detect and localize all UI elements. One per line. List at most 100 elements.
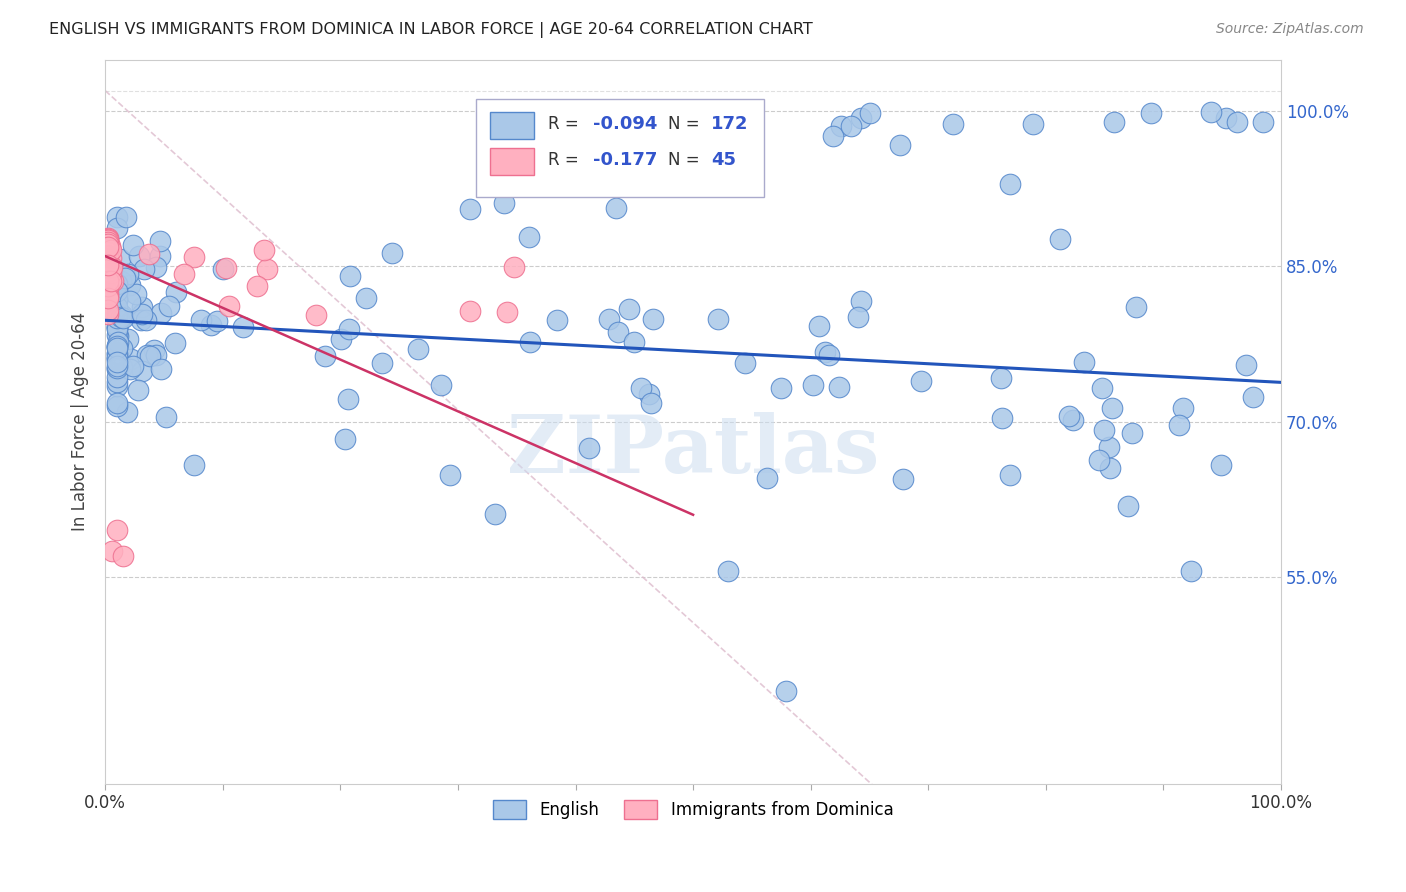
Point	[105, 291, 128, 305]
Point	[734, 356, 756, 370]
Point	[135, 312, 157, 326]
Point	[118, 277, 141, 292]
Point	[1098, 440, 1121, 454]
Point	[105, 301, 128, 315]
Point	[131, 363, 153, 377]
Point	[125, 286, 148, 301]
Point	[105, 347, 128, 361]
Point	[253, 243, 276, 257]
Text: ENGLISH VS IMMIGRANTS FROM DOMINICA IN LABOR FORCE | AGE 20-64 CORRELATION CHART: ENGLISH VS IMMIGRANTS FROM DOMINICA IN L…	[49, 22, 813, 38]
Point	[173, 267, 195, 281]
Point	[97, 233, 120, 247]
Text: R =: R =	[548, 115, 579, 133]
Text: 172: 172	[710, 115, 748, 133]
Point	[1180, 565, 1202, 579]
Legend: English, Immigrants from Dominica: English, Immigrants from Dominica	[486, 794, 900, 826]
Point	[1092, 423, 1115, 437]
Point	[105, 379, 128, 393]
Point	[337, 392, 360, 406]
Point	[1101, 401, 1123, 416]
Bar	[489, 112, 534, 139]
Point	[97, 236, 120, 251]
Point	[105, 340, 128, 354]
Point	[941, 117, 963, 131]
Point	[111, 549, 134, 563]
Text: Source: ZipAtlas.com: Source: ZipAtlas.com	[1216, 22, 1364, 37]
Point	[105, 293, 128, 308]
Point	[105, 361, 128, 376]
Point	[839, 119, 862, 133]
Point	[108, 313, 131, 327]
Point	[101, 544, 124, 558]
Point	[155, 409, 177, 424]
Point	[100, 274, 122, 288]
Point	[97, 232, 120, 246]
Point	[149, 362, 172, 376]
Point	[1226, 115, 1249, 129]
Point	[97, 240, 120, 254]
Point	[849, 294, 872, 309]
Point	[97, 274, 120, 288]
Point	[1091, 381, 1114, 395]
Point	[337, 322, 360, 336]
Point	[1116, 499, 1139, 513]
Point	[105, 359, 128, 373]
Point	[145, 348, 167, 362]
Point	[617, 302, 640, 317]
Point	[1062, 412, 1084, 426]
Point	[1234, 358, 1257, 372]
Point	[149, 249, 172, 263]
Point	[165, 285, 187, 300]
Point	[830, 120, 852, 134]
Point	[97, 285, 120, 300]
Point	[212, 262, 235, 277]
Point	[1140, 106, 1163, 120]
Point	[218, 299, 240, 313]
Point	[458, 202, 481, 217]
Point	[105, 328, 128, 343]
Point	[1199, 105, 1222, 120]
Point	[129, 312, 152, 326]
Point	[381, 245, 404, 260]
Point	[105, 376, 128, 390]
Point	[214, 260, 236, 275]
Point	[1251, 114, 1274, 128]
Point	[640, 395, 662, 409]
Point	[190, 313, 212, 327]
Point	[607, 325, 630, 339]
Point	[111, 341, 134, 355]
Point	[801, 377, 824, 392]
Text: N =: N =	[668, 152, 700, 169]
Point	[1000, 468, 1022, 483]
Point	[256, 262, 278, 277]
Point	[149, 234, 172, 248]
Point	[100, 252, 122, 266]
Point	[1241, 390, 1264, 404]
Point	[333, 432, 356, 446]
Point	[1209, 458, 1232, 473]
Point	[138, 247, 160, 261]
Point	[859, 106, 882, 120]
Point	[495, 305, 517, 319]
Point	[105, 523, 128, 537]
Point	[111, 311, 134, 326]
Point	[406, 342, 429, 356]
Point	[131, 307, 153, 321]
Point	[105, 289, 128, 303]
Point	[108, 252, 131, 266]
Point	[546, 313, 568, 327]
Point	[105, 306, 128, 320]
Point	[502, 260, 524, 275]
Point	[100, 238, 122, 252]
Point	[97, 244, 120, 259]
Point	[105, 293, 128, 307]
Point	[775, 683, 797, 698]
Point	[105, 352, 128, 367]
Point	[183, 458, 205, 473]
Point	[623, 334, 645, 349]
Point	[115, 211, 138, 225]
Point	[371, 356, 394, 370]
Point	[105, 351, 128, 365]
Point	[641, 312, 664, 326]
Point	[117, 267, 139, 281]
